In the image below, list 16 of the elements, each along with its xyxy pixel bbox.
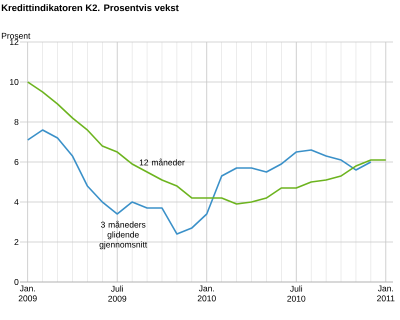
x-tick-label: Jan. 2011 bbox=[377, 286, 394, 302]
y-tick-label: 10 bbox=[10, 79, 18, 85]
chart-title: Kredittindikatoren K2. Prosentvis vekst bbox=[2, 4, 179, 12]
y-tick-label: 4 bbox=[14, 199, 19, 205]
y-tick-label: 0 bbox=[14, 279, 18, 285]
y-tick-label: 8 bbox=[14, 119, 18, 125]
y-axis-title: Prosent bbox=[2, 32, 30, 39]
y-tick-label: 6 bbox=[14, 159, 18, 165]
x-tick-label: Juli 2009 bbox=[108, 286, 126, 302]
series-label: 12 måneder bbox=[140, 158, 185, 166]
x-tick-label: Juli 2010 bbox=[287, 286, 306, 302]
y-tick-label: 2 bbox=[14, 239, 18, 245]
x-tick-label: Jan. 2009 bbox=[18, 286, 37, 302]
series-label: 3 måneders glidende gjennomsnitt bbox=[100, 220, 148, 250]
x-tick-label: Jan. 2010 bbox=[198, 286, 216, 302]
y-tick-label: 12 bbox=[10, 39, 18, 45]
